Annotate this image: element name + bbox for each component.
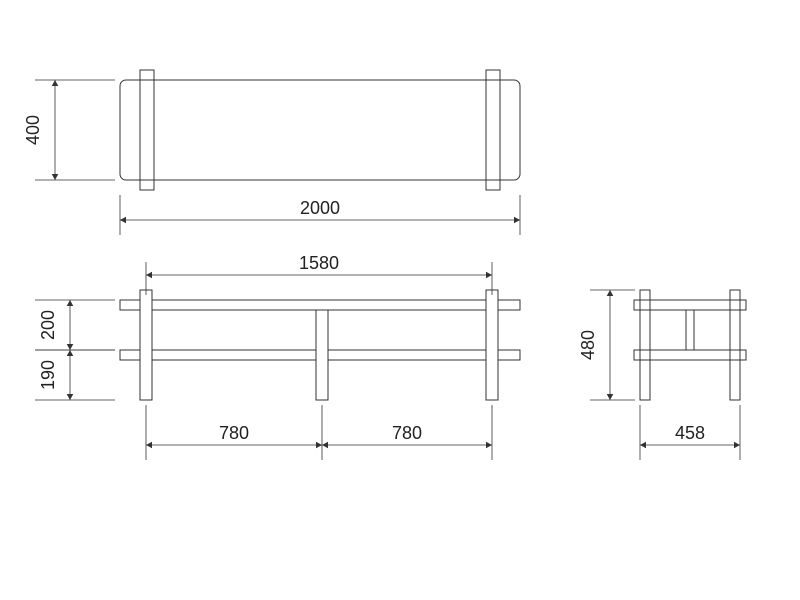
svg-text:190: 190 bbox=[38, 360, 58, 390]
side-view: 480 458 bbox=[578, 290, 746, 460]
svg-text:1580: 1580 bbox=[299, 253, 339, 273]
svg-text:780: 780 bbox=[219, 423, 249, 443]
technical-drawing: 400 2000 1580 200 190 780 780 480 458 bbox=[0, 0, 800, 600]
svg-text:780: 780 bbox=[392, 423, 422, 443]
svg-text:458: 458 bbox=[675, 423, 705, 443]
svg-text:200: 200 bbox=[38, 310, 58, 340]
svg-text:400: 400 bbox=[23, 115, 43, 145]
svg-text:2000: 2000 bbox=[300, 198, 340, 218]
top-view: 400 2000 bbox=[23, 70, 520, 235]
front-view: 1580 200 190 780 780 bbox=[35, 253, 520, 460]
svg-text:480: 480 bbox=[578, 330, 598, 360]
